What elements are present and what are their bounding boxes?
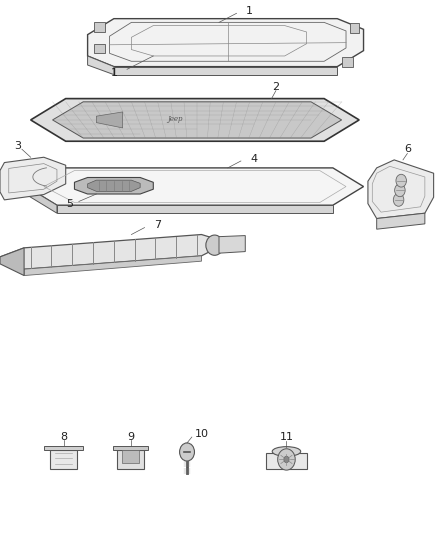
- Polygon shape: [114, 67, 337, 75]
- Circle shape: [395, 184, 405, 197]
- Text: 2: 2: [272, 82, 279, 92]
- Polygon shape: [117, 450, 144, 469]
- Polygon shape: [50, 450, 77, 469]
- Bar: [342, 57, 353, 67]
- Polygon shape: [57, 205, 333, 213]
- Bar: [94, 44, 105, 53]
- Bar: [94, 22, 105, 32]
- Polygon shape: [0, 157, 66, 200]
- Text: 1: 1: [110, 68, 117, 78]
- Polygon shape: [88, 180, 140, 191]
- Polygon shape: [0, 248, 24, 276]
- Text: 9: 9: [127, 432, 134, 441]
- Polygon shape: [24, 256, 201, 276]
- Ellipse shape: [206, 235, 223, 255]
- Text: 7: 7: [154, 220, 161, 230]
- Polygon shape: [53, 102, 342, 138]
- Polygon shape: [122, 450, 139, 463]
- Bar: [350, 23, 359, 33]
- Circle shape: [284, 456, 289, 463]
- Polygon shape: [74, 177, 153, 194]
- Text: Jeep: Jeep: [167, 115, 183, 124]
- Polygon shape: [44, 446, 83, 450]
- Polygon shape: [368, 160, 434, 219]
- Text: 3: 3: [14, 141, 21, 150]
- Circle shape: [180, 443, 194, 461]
- Text: 11: 11: [279, 432, 293, 442]
- Circle shape: [393, 193, 404, 206]
- Text: 8: 8: [60, 432, 67, 441]
- Polygon shape: [96, 112, 123, 128]
- Circle shape: [396, 174, 406, 187]
- Polygon shape: [88, 56, 114, 75]
- Polygon shape: [0, 235, 228, 269]
- Circle shape: [278, 449, 295, 470]
- Polygon shape: [113, 446, 148, 450]
- Polygon shape: [26, 168, 364, 205]
- Text: 4: 4: [251, 154, 258, 164]
- Polygon shape: [31, 99, 359, 141]
- Polygon shape: [219, 236, 245, 253]
- Text: 5: 5: [67, 199, 74, 209]
- Text: 10: 10: [194, 430, 208, 439]
- Text: 1: 1: [246, 6, 253, 16]
- Polygon shape: [88, 19, 364, 67]
- Polygon shape: [377, 213, 425, 229]
- Text: 6: 6: [404, 144, 411, 154]
- Ellipse shape: [272, 447, 300, 456]
- Polygon shape: [266, 453, 307, 469]
- Polygon shape: [26, 187, 57, 213]
